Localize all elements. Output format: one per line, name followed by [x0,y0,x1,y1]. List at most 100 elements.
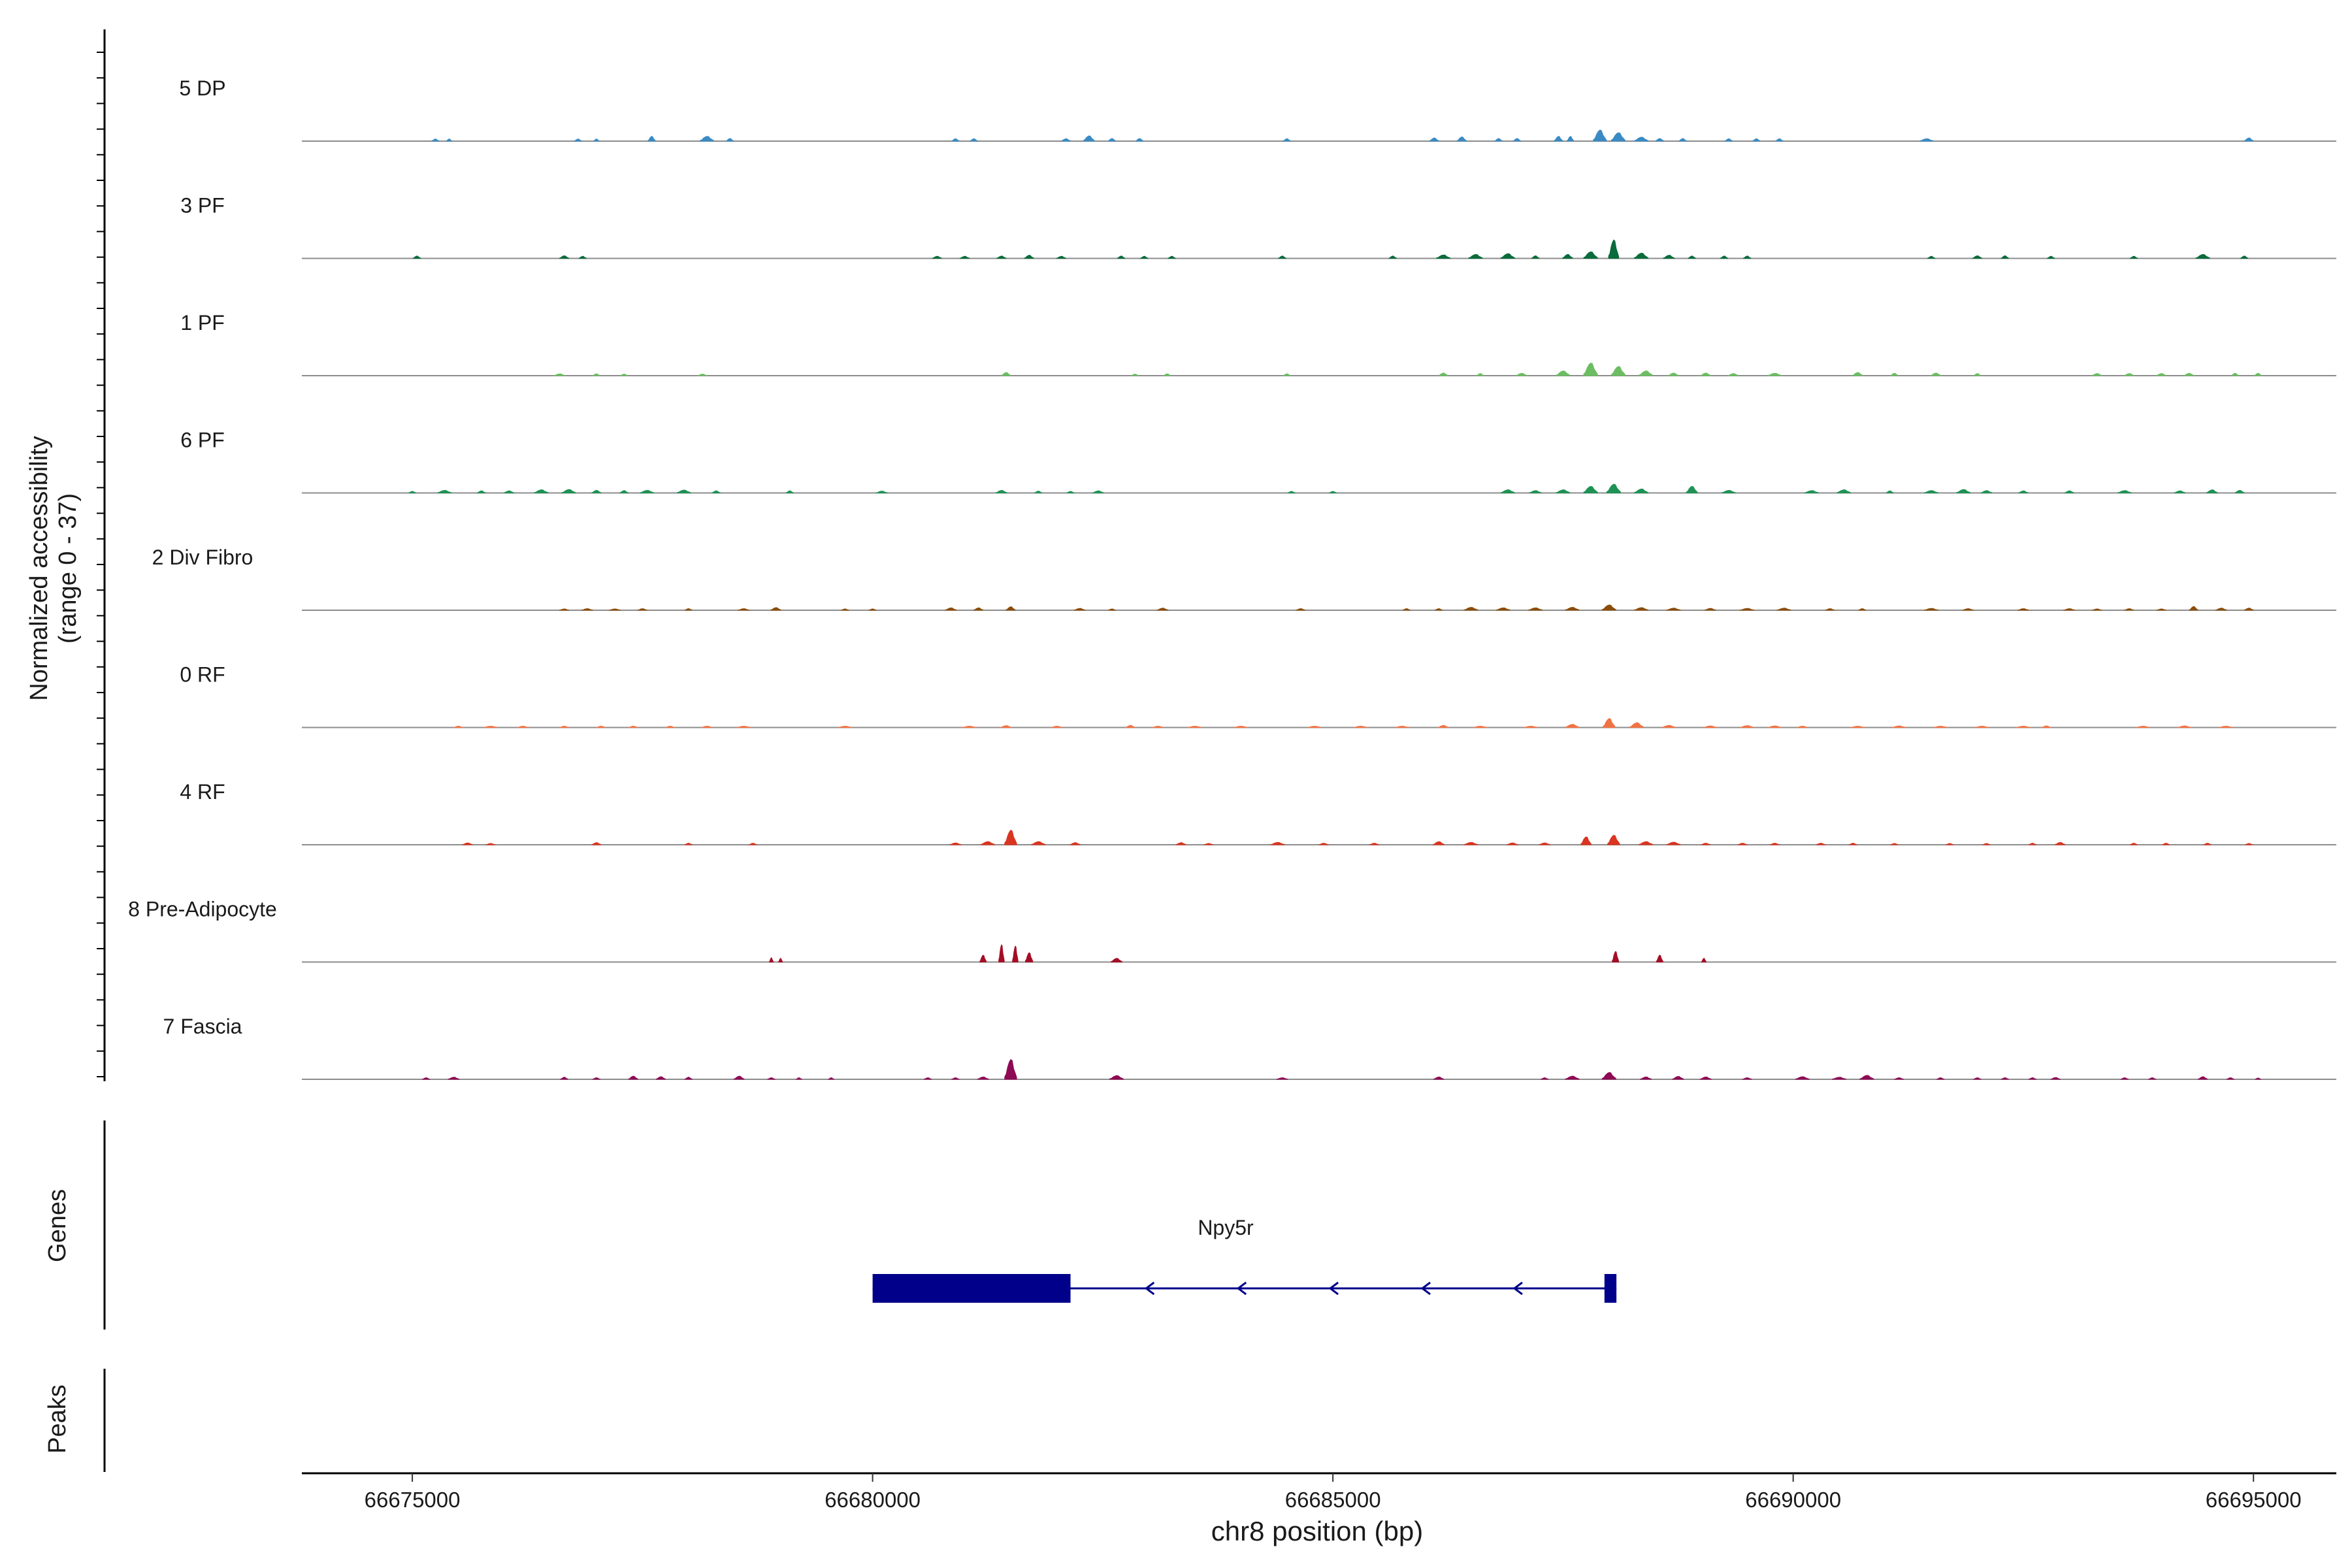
coverage-peak [1634,137,1649,142]
coverage-peak [1629,722,1644,728]
coverage-peak [1287,491,1296,493]
coverage-peak [1583,363,1598,376]
coverage-peak [1980,490,1993,493]
coverage-peak [1073,608,1086,611]
coverage-peak [1610,132,1625,142]
coverage-peak [1924,490,1939,493]
coverage-peak [656,1076,666,1080]
coverage-peak [640,489,655,493]
coverage-peak [1701,958,1707,962]
coverage-peak [1318,843,1329,845]
coverage-peak [574,139,582,142]
coverage-peak [2017,608,2029,611]
coverage-peak [1666,841,1681,845]
coverage-peak [413,255,421,259]
coverage-peak [476,490,486,493]
coverage-peak [1740,608,1755,611]
coverage-peak [770,607,781,611]
coverage-peak [980,841,995,845]
coverage-peak [1612,951,1620,962]
coverage-peak [1701,843,1711,845]
coverage-peak [1307,725,1322,728]
coverage-peak [734,1075,745,1080]
coverage-peak [1743,255,1752,259]
coverage-peak [1634,252,1649,259]
coverage-peak [628,725,638,728]
gene-strand-arrow [1236,1281,1247,1296]
coverage-peak [979,955,987,962]
coverage-peak [2244,608,2254,611]
gene-layer [872,1274,1617,1303]
coverage-peak [503,490,515,493]
coverage-peak [1580,836,1592,845]
coverage-peak [1850,725,1865,728]
track-label: 1 PF [180,311,225,335]
coverage-peak [437,489,452,493]
gene-strand-arrow [1328,1281,1339,1296]
coverage-peak [620,374,629,376]
coverage-peak [1936,1077,1945,1080]
coverage-peak [736,725,751,728]
coverage-peak [684,1077,693,1080]
coverage-peak [1329,491,1337,493]
coverage-peak [796,1077,802,1080]
coverage-peak [665,725,676,728]
coverage-peak [1565,606,1580,611]
coverage-peak [1031,841,1046,845]
coverage-peak [1168,255,1176,259]
peaks-panel-label: Peaks [44,1384,71,1454]
coverage-peak [1296,608,1306,611]
track-label: 7 Fascia [163,1015,242,1038]
coverage-peak [1429,137,1439,142]
track-2-div-fibro: 2 Div Fibro [152,546,2336,611]
coverage-peak [828,1077,834,1080]
coverage-peak [1663,255,1675,259]
coverage-peak [2156,608,2166,611]
x-axis-tick-label: 66675000 [365,1488,461,1512]
track-4-rf: 4 RF [180,780,2336,845]
coverage-peak [1438,372,1448,376]
coverage-peak [1270,841,1285,845]
coverage-peak [1567,136,1575,142]
coverage-peak [1724,138,1733,142]
coverage-peak [1402,608,1411,611]
coverage-peak [977,1076,989,1080]
coverage-peak [637,608,647,611]
coverage-peak [2041,725,2051,728]
coverage-peak [1562,253,1573,259]
coverage-peak [2001,1077,2009,1080]
coverage-peak [996,255,1007,259]
x-axis-tick-label: 66695000 [2206,1488,2302,1512]
coverage-peak [446,139,453,142]
coverage-peak [1720,255,1729,259]
coverage-peak [875,491,888,493]
coverage-peak [1131,374,1139,376]
coverage-peak [1655,138,1665,142]
coverage-peak [2195,253,2210,259]
coverage-peak [1500,489,1515,493]
coverage-peak [1556,370,1571,376]
coverage-peak [951,1077,960,1080]
coverage-peak [2016,725,2031,728]
coverage-peak [1972,255,1982,259]
coverage-peak [2120,1077,2129,1080]
coverage-peak [1583,485,1598,493]
coverage-peak [1000,725,1012,728]
track-5-dp: 5 DP [179,76,2336,142]
coverage-peak [1436,254,1451,259]
coverage-peak [1495,607,1511,611]
coverage-peak [609,608,621,611]
coverage-peak [1107,608,1117,611]
coverage-peak [2148,1077,2157,1080]
coverage-peak [1859,1075,1874,1080]
coverage-peak [2183,372,2195,376]
coverage-peak [517,725,529,728]
coverage-peak [1494,138,1503,142]
coverage-peak [1353,725,1368,728]
coverage-peak [1722,489,1737,493]
track-1-pf: 1 PF [180,311,2336,376]
coverage-peak [2203,843,2212,845]
coverage-peak [1565,724,1580,728]
coverage-peak [1156,608,1169,611]
coverage-peak [767,1077,776,1080]
